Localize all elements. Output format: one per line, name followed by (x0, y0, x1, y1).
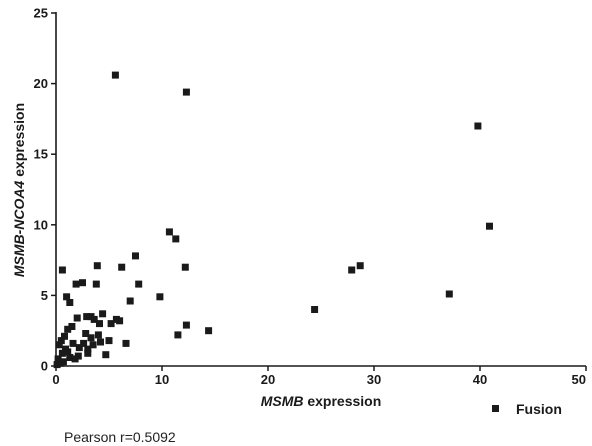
data-point (64, 325, 72, 333)
data-point (63, 293, 71, 301)
data-point (69, 339, 77, 347)
data-point (486, 222, 493, 230)
data-point (59, 358, 67, 366)
data-point (68, 323, 76, 330)
data-point (54, 355, 62, 363)
data-point (53, 361, 61, 369)
y-axis-title: MSMB-NCOA4 expression (11, 103, 27, 277)
data-point (66, 354, 74, 361)
y-tick-label: 25 (34, 6, 48, 21)
data-point (126, 297, 134, 305)
y-axis-ticks: 0 5 10 15 20 25 (34, 6, 56, 374)
data-point (75, 344, 83, 352)
pearson-annotation: Pearson r=0.5092 (64, 429, 176, 445)
data-point (348, 266, 356, 274)
data-point (118, 263, 126, 271)
x-tick-label: 50 (572, 372, 586, 387)
data-point (205, 327, 213, 335)
data-point (71, 355, 79, 363)
data-point (181, 263, 189, 271)
data-point (58, 349, 66, 357)
data-point (311, 306, 319, 313)
data-point (58, 266, 66, 274)
plot-area: 0 5 10 15 20 25 0 10 20 30 40 50 (34, 6, 587, 387)
data-point (182, 321, 190, 329)
data-point (94, 331, 102, 339)
data-point (97, 338, 104, 346)
x-axis-ticks: 0 10 20 30 40 50 (52, 366, 587, 387)
data-point (356, 262, 364, 270)
data-points (53, 71, 493, 369)
data-point (116, 317, 124, 325)
data-point (135, 280, 143, 288)
data-point (165, 228, 173, 236)
data-point (82, 330, 90, 337)
data-point (55, 341, 63, 349)
data-point (474, 122, 482, 130)
data-point (93, 262, 101, 270)
x-tick-label: 10 (155, 372, 169, 387)
data-point (84, 345, 92, 353)
y-tick-label: 20 (34, 76, 48, 91)
data-point (156, 293, 164, 301)
data-point (102, 351, 110, 359)
y-tick-label: 10 (34, 217, 48, 232)
data-point (64, 348, 72, 356)
data-point (89, 341, 97, 349)
legend: Fusion (492, 401, 562, 417)
data-point (105, 337, 113, 345)
data-point (111, 71, 119, 79)
x-tick-label: 40 (473, 372, 487, 387)
data-point (92, 280, 100, 288)
data-point (72, 280, 80, 288)
data-point (66, 299, 74, 306)
data-point (90, 315, 98, 323)
data-point (96, 320, 103, 328)
data-point (83, 313, 91, 321)
data-point (87, 334, 95, 342)
data-point (174, 331, 182, 339)
data-point (182, 88, 190, 96)
data-point (107, 320, 115, 328)
y-tick-label: 15 (34, 147, 48, 162)
legend-label-fusion: Fusion (516, 401, 562, 417)
y-tick-label: 0 (41, 359, 48, 374)
data-point (99, 310, 107, 318)
data-point (122, 339, 130, 347)
data-point (172, 235, 180, 243)
data-point (84, 349, 92, 357)
data-point (79, 279, 86, 287)
y-tick-label: 5 (41, 288, 48, 303)
legend-marker-icon (492, 405, 499, 412)
data-point (73, 314, 81, 322)
x-tick-label: 0 (52, 372, 59, 387)
x-tick-label: 20 (261, 372, 275, 387)
data-point (80, 339, 88, 347)
data-point (445, 290, 453, 298)
data-point (61, 332, 68, 340)
data-point (57, 337, 65, 345)
data-point (132, 252, 139, 260)
x-axis-title: MSMB expression (261, 393, 382, 409)
x-tick-label: 30 (367, 372, 381, 387)
